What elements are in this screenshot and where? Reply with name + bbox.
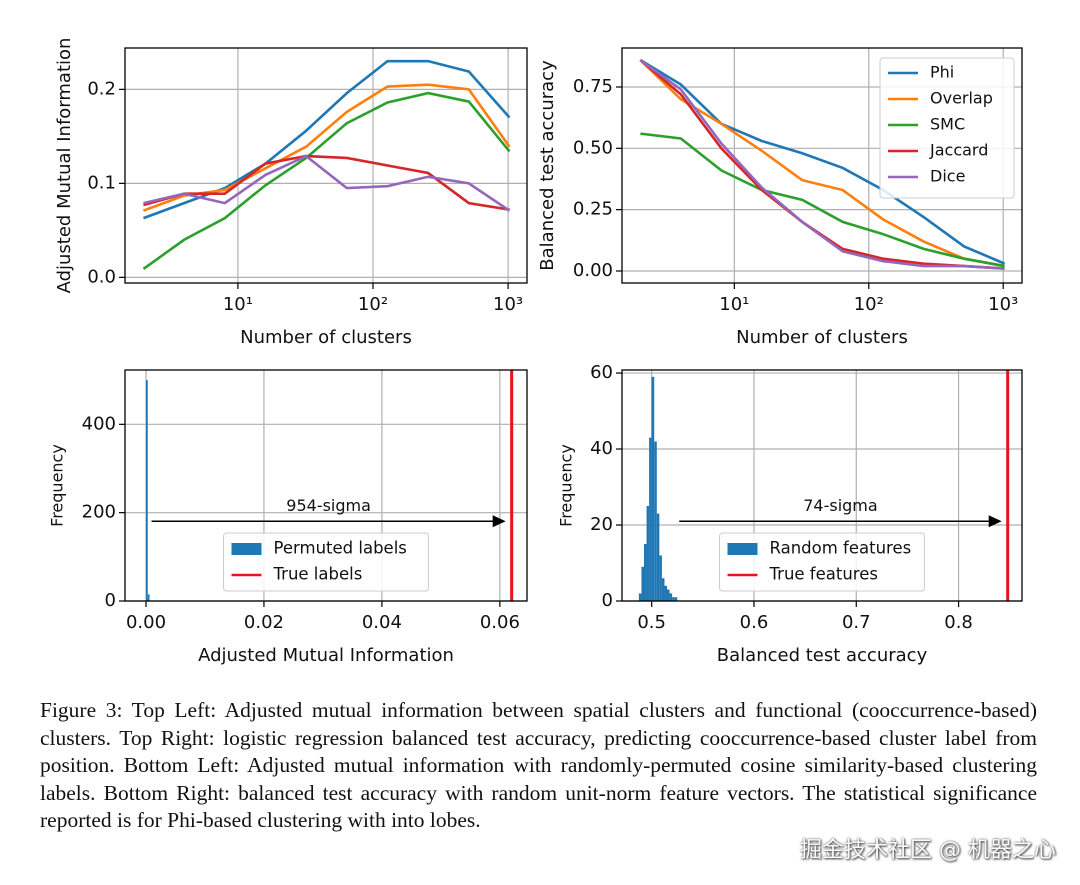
series-line	[639, 58, 1005, 270]
histogram-bar	[661, 578, 665, 601]
histogram-bar	[672, 597, 675, 601]
x-tick-label: 10¹	[719, 294, 749, 315]
panel: 0.5 0.6 0.7 0.8 0 20 40 60 Balanced test accurac…	[557, 362, 1023, 666]
x-axis-label: Balanced test accuracy	[717, 645, 928, 666]
legend-swatch	[231, 543, 262, 555]
x-axis-label: Number of clusters	[736, 327, 908, 348]
x-axis-label: Adjusted Mutual Information	[198, 645, 454, 666]
y-tick-label: 60	[590, 362, 613, 383]
y-axis-label: Balanced test accuracy	[537, 60, 558, 271]
y-tick-label: 0.50	[573, 137, 613, 158]
histogram-bar	[649, 437, 652, 601]
legend-label: True labels	[273, 565, 363, 584]
y-tick-label: 0.1	[87, 172, 116, 193]
x-tick-label: 0.5	[637, 612, 666, 633]
histogram-bar	[659, 555, 662, 601]
histogram-bar	[669, 593, 673, 601]
legend-label: Phi	[930, 63, 954, 82]
histogram-bar	[643, 544, 647, 601]
figure: 10¹ 10² 10³ 0.0 0.1 0.2 Number of clusters Adju…	[48, 38, 1023, 666]
legend-box	[223, 532, 429, 592]
histogram-bar	[145, 380, 148, 601]
y-tick-label: 0.75	[573, 76, 613, 97]
axes-frame	[621, 47, 1023, 284]
legend-label: Dice	[930, 167, 965, 186]
x-axis-label: Number of clusters	[240, 327, 412, 348]
x-tick-label: 10²	[358, 294, 388, 315]
panel: 10¹ 10² 10³ 0.0 0.1 0.2 Number of clusters Adju…	[54, 38, 528, 348]
series-line	[142, 91, 511, 270]
legend-box	[879, 57, 1015, 199]
x-tick-label: 0.6	[740, 612, 769, 633]
histogram-bar	[674, 597, 678, 601]
histogram-bar	[656, 513, 660, 601]
y-axis-label: Frequency	[557, 444, 576, 527]
y-axis-label: Frequency	[48, 444, 67, 527]
x-tick-label: 0.04	[362, 612, 402, 633]
arrow-head	[492, 515, 506, 528]
histogram-bar	[664, 585, 668, 601]
x-tick-label: 0.8	[944, 612, 973, 633]
x-tick-label: 0.00	[126, 612, 166, 633]
annotation: 954-sigma	[286, 496, 371, 515]
legend-label: Overlap	[930, 89, 993, 108]
histogram-bar	[667, 589, 670, 601]
legend-label: Permuted labels	[274, 539, 407, 558]
legend-box	[719, 532, 925, 592]
histogram-bar	[147, 594, 150, 601]
y-tick-label: 0.25	[573, 199, 613, 220]
legend-label: Random features	[770, 539, 912, 558]
x-tick-label: 10¹	[223, 294, 253, 315]
x-tick-label: 0.7	[842, 612, 871, 633]
series-line	[639, 58, 1006, 265]
watermark: 掘金技术社区 @ 机器之心	[800, 838, 1056, 863]
histogram-bar	[641, 566, 644, 601]
series-line	[143, 154, 511, 212]
y-tick-label: 0	[602, 590, 613, 611]
y-tick-label: 0	[105, 590, 116, 611]
axes-frame	[621, 369, 1023, 602]
x-tick-label: 10³	[493, 294, 523, 315]
axes-frame	[124, 369, 528, 602]
panel: 0.00 0.02 0.04 0.06 0 200 400 Adjusted Mutual I…	[48, 369, 528, 666]
series-line	[639, 59, 1005, 268]
y-tick-label: 200	[82, 502, 116, 523]
arrow-head	[988, 515, 1002, 528]
x-tick-label: 0.02	[244, 612, 284, 633]
x-tick-label: 10²	[854, 294, 884, 315]
series-line	[143, 154, 510, 211]
y-tick-label: 0.00	[573, 260, 613, 281]
caption: Figure 3: Top Left: Adjusted mutual info…	[40, 698, 1037, 832]
series-line	[143, 59, 511, 220]
legend-label: Jaccard	[929, 141, 988, 160]
y-tick-label: 0.2	[87, 78, 116, 99]
axes-frame	[124, 47, 528, 284]
series-line	[640, 132, 1005, 268]
panel: 10¹ 10² 10³ 0.00 0.25 0.50 0.75 Number of clust…	[537, 47, 1023, 348]
histogram-bar	[646, 506, 650, 601]
histogram-bar	[638, 593, 642, 601]
y-tick-label: 20	[590, 514, 613, 535]
y-tick-label: 0.0	[87, 266, 116, 287]
legend-label: SMC	[930, 115, 965, 134]
histogram-bar	[654, 441, 657, 601]
legend-label: True features	[769, 565, 878, 584]
y-tick-label: 400	[82, 413, 116, 434]
x-tick-label: 10³	[988, 294, 1018, 315]
legend-swatch	[727, 543, 758, 555]
histogram-bar	[651, 376, 655, 601]
y-axis-label: Adjusted Mutual Information	[54, 38, 75, 294]
x-tick-label: 0.06	[480, 612, 520, 633]
y-tick-label: 40	[590, 438, 613, 459]
annotation: 74-sigma	[803, 496, 877, 515]
